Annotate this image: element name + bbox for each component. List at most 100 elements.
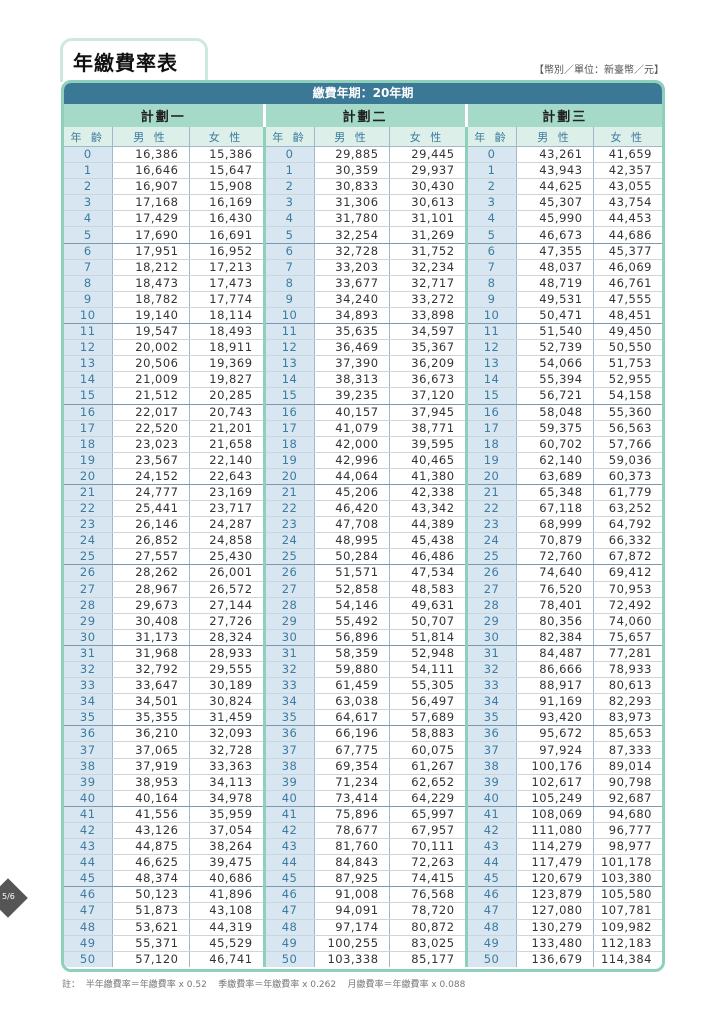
plan-2-female-cell: 31,101	[388, 210, 467, 228]
plan-2-male-cell: 59,880	[313, 661, 390, 679]
plan-2-male-cell: 56,896	[313, 629, 390, 646]
plan-2-male-cell: 31,780	[313, 210, 390, 228]
plan-1-age-cell: 26	[64, 564, 112, 582]
plan-2-female-cell: 37,120	[388, 387, 467, 405]
plan-1-male-cell: 33,647	[111, 677, 189, 695]
plan-1-male-cell: 18,473	[111, 275, 189, 292]
plan-3-age-cell: 29	[464, 613, 517, 630]
plan-3-age-cell: 33	[464, 677, 517, 695]
table-row: 12 20,002 18,911 12 36,469 35,367 12 52,739 50,5…	[64, 339, 662, 357]
plan-3-male-cell: 95,672	[515, 725, 594, 743]
plan-1-age-cell: 30	[64, 629, 112, 646]
plan-3-male-cell: 50,471	[515, 307, 594, 325]
plan-3-age-cell: 40	[464, 790, 517, 807]
plan-2-male-cell: 52,858	[313, 581, 390, 598]
plan-1-male-cell: 41,556	[111, 806, 189, 823]
plan-3-male-cell: 48,037	[515, 259, 594, 276]
plan-3-female-cell: 63,252	[592, 500, 662, 518]
plan-2-male-cell: 31,306	[313, 194, 390, 212]
plan-3-age-cell: 35	[464, 709, 517, 727]
plan-3-male-cell: 133,480	[515, 935, 594, 952]
plan-1-female-cell: 24,287	[188, 516, 265, 534]
table-row: 32 32,792 29,555 32 59,880 54,111 32 86,666 78,9…	[64, 661, 662, 679]
plan-3-male-cell: 45,307	[515, 194, 594, 212]
plan-1-male-cell: 19,140	[111, 307, 189, 325]
plan-1-male-cell: 24,152	[111, 468, 189, 485]
plan-2-male-cell: 42,996	[313, 452, 390, 469]
plan-1-male-cell: 35,355	[111, 709, 189, 727]
plan-1-female-cell: 26,001	[188, 564, 265, 582]
plan-2-female-cell: 39,595	[388, 436, 467, 453]
plan-3-age-cell: 11	[464, 323, 517, 341]
plan-2-male-cell: 91,008	[313, 886, 390, 904]
plan-1-female-cell: 21,658	[188, 436, 265, 453]
table-row: 38 37,919 33,363 38 69,354 61,267 38 100,176 89,…	[64, 758, 662, 775]
plan-2-male-cell: 51,571	[313, 564, 390, 582]
plan-2-age-cell: 24	[262, 532, 315, 550]
plan-2-age-cell: 1	[262, 162, 315, 180]
plan-1-age-cell: 47	[64, 902, 112, 920]
plan-3-female-cell: 43,754	[592, 194, 662, 212]
plan-3-age-cell: 28	[464, 597, 517, 614]
plan-3-female-cell: 61,779	[592, 484, 662, 502]
table-row: 15 21,512 20,285 15 39,235 37,120 15 56,721 54,1…	[64, 387, 662, 405]
plan-1-age-cell: 11	[64, 323, 112, 341]
plan-3-male-cell: 48,719	[515, 275, 594, 292]
table-row: 42 43,126 37,054 42 78,677 67,957 42 111,080 96,…	[64, 822, 662, 840]
plan-1-age-cell: 34	[64, 693, 112, 711]
plan-1-male-cell: 30,408	[111, 613, 189, 630]
plan-1-female-cell: 15,647	[188, 162, 265, 180]
plan-2-female-cell: 56,497	[388, 693, 467, 711]
plan-3-male-cell: 127,080	[515, 902, 594, 920]
plan-1-age-cell: 49	[64, 935, 112, 952]
plan-1-female-cell: 30,189	[188, 677, 265, 695]
plan-3-age-cell: 50	[464, 951, 517, 967]
plan-3-age-cell: 25	[464, 548, 517, 566]
plan-2-female-cell: 33,898	[388, 307, 467, 325]
plan-2-age-cell: 37	[262, 741, 315, 759]
plan-3-age-cell: 24	[464, 532, 517, 550]
plan-1-age-cell: 12	[64, 339, 112, 357]
plan-1-male-cell: 21,512	[111, 387, 189, 405]
plan-1-male-cell: 32,792	[111, 661, 189, 679]
table-row: 45 48,374 40,686 45 87,925 74,415 45 120,679 103…	[64, 870, 662, 888]
plan-2-age-cell: 2	[262, 178, 315, 196]
plan-1-male-header: 男 性	[111, 127, 189, 147]
table-row: 1 16,646 15,647 1 30,359 29,937 1 43,943 42,357	[64, 162, 662, 180]
plan-2-age-cell: 32	[262, 661, 315, 679]
plan-2-male-cell: 33,677	[313, 275, 390, 292]
plan-1-male-cell: 28,262	[111, 564, 189, 582]
plan-3-female-cell: 90,798	[592, 774, 662, 791]
plan-2-female-cell: 74,415	[388, 870, 467, 888]
plan-2-male-cell: 58,359	[313, 645, 390, 663]
plan-1-age-cell: 19	[64, 452, 112, 469]
plan-1-female-cell: 32,093	[188, 725, 265, 743]
plan-1-female-cell: 25,430	[188, 548, 265, 566]
plan-3-female-cell: 87,333	[592, 741, 662, 759]
plan-3-male-cell: 120,679	[515, 870, 594, 888]
plan-1-male-cell: 40,164	[111, 790, 189, 807]
plan-3-age-cell: 36	[464, 725, 517, 743]
table-row: 0 16,386 15,386 0 29,885 29,445 0 43,261 41,659	[64, 146, 662, 164]
plan-3-female-cell: 67,872	[592, 548, 662, 566]
table-row: 30 31,173 28,324 30 56,896 51,814 30 82,384 75,6…	[64, 629, 662, 646]
plan-3-female-cell: 41,659	[592, 146, 662, 164]
plan-3-female-cell: 80,613	[592, 677, 662, 695]
plan-3-male-cell: 47,355	[515, 243, 594, 260]
table-row: 21 24,777 23,169 21 45,206 42,338 21 65,348 61,7…	[64, 484, 662, 502]
plan-1-age-cell: 31	[64, 645, 112, 663]
plan-1-female-cell: 24,858	[188, 532, 265, 550]
plan-2-female-cell: 45,438	[388, 532, 467, 550]
table-row: 7 18,212 17,213 7 33,203 32,234 7 48,037 46,069	[64, 259, 662, 276]
plan-2-male-cell: 87,925	[313, 870, 390, 888]
plan-2-male-cell: 84,843	[313, 854, 390, 872]
plan-3-female-cell: 45,377	[592, 243, 662, 260]
plan-3-male-cell: 51,540	[515, 323, 594, 341]
plan-1-male-cell: 37,065	[111, 741, 189, 759]
plan-2-female-cell: 46,486	[388, 548, 467, 566]
plan-1-age-cell: 9	[64, 291, 112, 308]
table-row: 20 24,152 22,643 20 44,064 41,380 20 63,689 60,3…	[64, 468, 662, 485]
plan-2-female-cell: 65,997	[388, 806, 467, 823]
plan-1-female-cell: 26,572	[188, 581, 265, 598]
plan-1-female-header: 女 性	[188, 127, 265, 147]
